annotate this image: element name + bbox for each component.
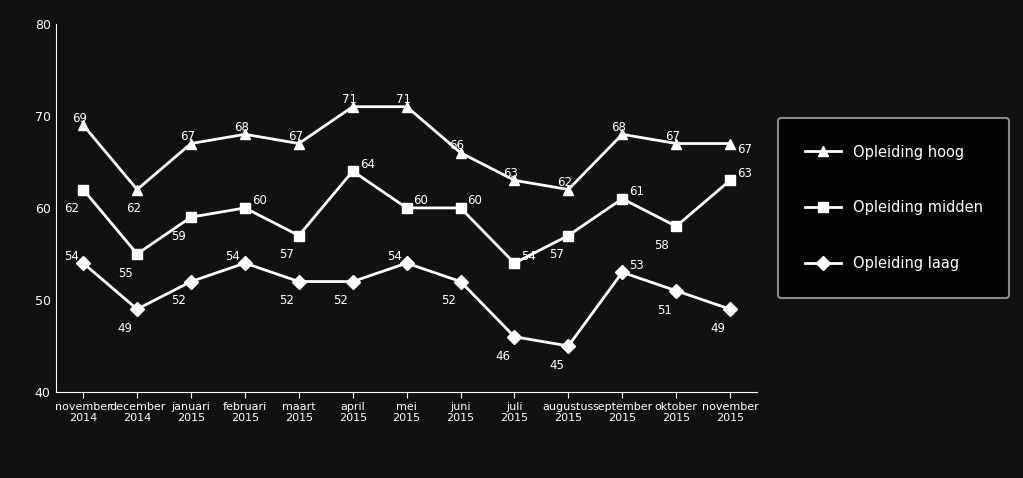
Text: 54: 54 [522,250,536,263]
Text: 55: 55 [118,267,132,280]
Opleiding midden [347,168,359,174]
Opleiding midden [238,205,251,211]
Opleiding laag [508,334,521,339]
Text: 67: 67 [287,130,303,143]
Opleiding hoog [616,131,628,137]
Text: 46: 46 [495,350,510,363]
Text: 67: 67 [180,130,195,143]
Opleiding laag [724,306,737,312]
Text: 62: 62 [558,176,572,189]
Opleiding hoog [77,122,89,128]
Opleiding laag [347,279,359,284]
Opleiding laag [563,343,575,349]
Text: 64: 64 [360,158,374,171]
Text: 61: 61 [629,185,644,198]
Text: 68: 68 [234,121,249,134]
Text: 53: 53 [629,259,643,272]
Opleiding laag [454,279,466,284]
Opleiding midden [670,224,682,229]
Opleiding laag [185,279,197,284]
Text: 63: 63 [503,167,519,180]
Opleiding hoog [563,187,575,193]
Opleiding laag [670,288,682,293]
Text: 59: 59 [172,230,186,243]
Opleiding hoog [401,104,413,109]
Text: 57: 57 [279,249,295,261]
Line: Opleiding midden: Opleiding midden [79,166,735,268]
Text: 49: 49 [118,322,133,335]
Line: Opleiding laag: Opleiding laag [79,258,735,351]
Opleiding midden [185,214,197,220]
Opleiding midden [724,177,737,183]
Opleiding hoog [670,141,682,146]
Text: 52: 52 [279,294,295,307]
Opleiding midden [616,196,628,202]
Legend: Opleiding hoog, Opleiding midden, Opleiding laag: Opleiding hoog, Opleiding midden, Opleid… [779,119,1009,297]
Text: 60: 60 [252,195,267,207]
Opleiding midden [293,233,305,239]
Opleiding laag [616,270,628,275]
Opleiding hoog [347,104,359,109]
Opleiding hoog [724,141,737,146]
Opleiding laag [131,306,143,312]
Opleiding midden [454,205,466,211]
Opleiding hoog [508,177,521,183]
Text: 62: 62 [63,203,79,216]
Text: 45: 45 [549,359,564,372]
Opleiding midden [563,233,575,239]
Opleiding laag [401,260,413,266]
Opleiding midden [508,260,521,266]
Text: 68: 68 [611,121,626,134]
Text: 71: 71 [396,93,410,106]
Opleiding hoog [185,141,197,146]
Text: 63: 63 [737,167,752,180]
Text: 54: 54 [387,250,402,263]
Line: Opleiding hoog: Opleiding hoog [79,102,735,195]
Text: 52: 52 [172,294,186,307]
Text: 67: 67 [665,130,680,143]
Opleiding hoog [293,141,305,146]
Text: 49: 49 [711,322,725,335]
Text: 51: 51 [657,304,671,317]
Opleiding laag [293,279,305,284]
Opleiding laag [238,260,251,266]
Opleiding midden [401,205,413,211]
Opleiding hoog [238,131,251,137]
Opleiding midden [77,187,89,193]
Text: 54: 54 [63,250,79,263]
Opleiding hoog [454,150,466,155]
Opleiding hoog [131,187,143,193]
Opleiding laag [77,260,89,266]
Text: 60: 60 [468,195,483,207]
Text: 57: 57 [549,249,564,261]
Text: 62: 62 [126,203,141,216]
Text: 69: 69 [72,112,87,125]
Opleiding midden [131,251,143,257]
Text: 67: 67 [737,142,752,155]
Text: 58: 58 [654,239,669,252]
Text: 71: 71 [342,93,357,106]
Text: 60: 60 [413,195,429,207]
Text: 54: 54 [225,250,240,263]
Text: 52: 52 [441,294,456,307]
Text: 66: 66 [449,139,464,152]
Text: 52: 52 [333,294,348,307]
